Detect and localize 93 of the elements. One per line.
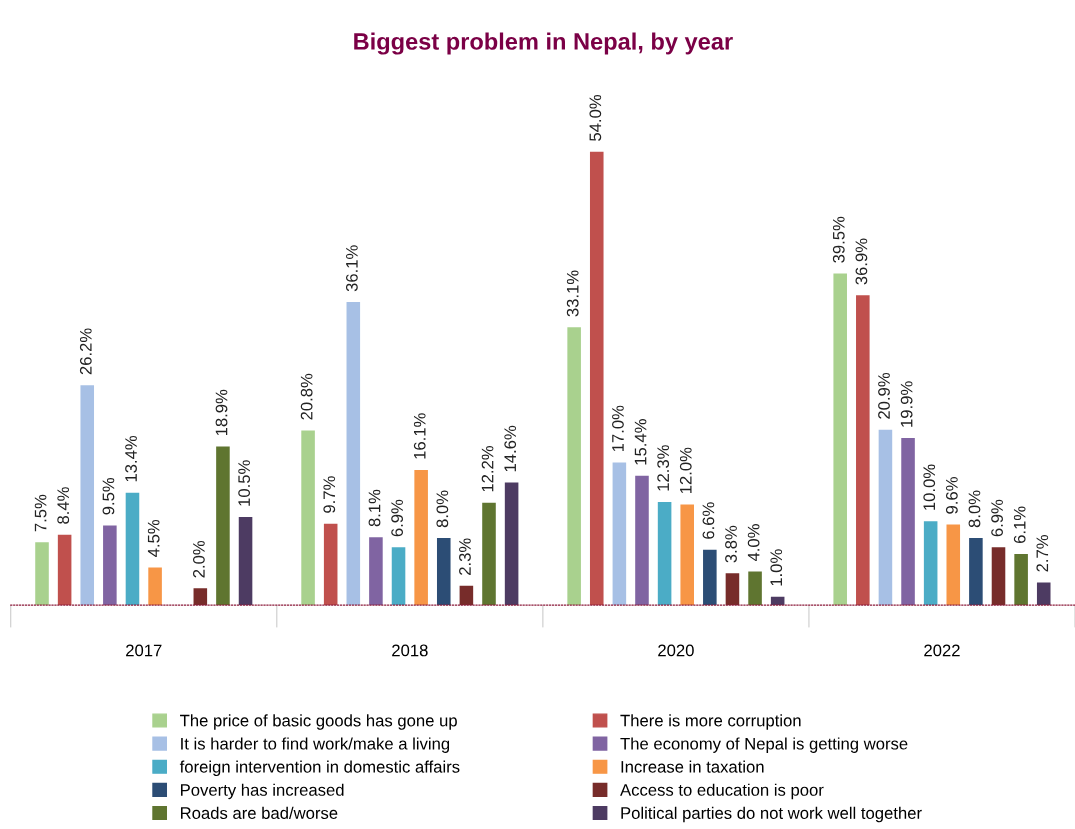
bar: [148, 567, 162, 606]
bar: [901, 438, 915, 606]
legend-label: Roads are bad/worse: [181, 806, 338, 819]
bar: [969, 537, 983, 606]
data-label: 2.7%: [1036, 535, 1049, 572]
data-label: 2.0%: [192, 540, 205, 578]
bar: [504, 482, 519, 606]
bar: [1014, 553, 1028, 606]
data-label: 16.1%: [413, 413, 426, 459]
legend-label: Access to education is poor: [620, 783, 824, 800]
data-label: 19.9%: [900, 381, 913, 427]
data-label: 26.2%: [79, 328, 92, 375]
legend-label: Political parties do not work well together: [621, 806, 922, 823]
data-label: 13.4%: [125, 435, 137, 482]
data-label: 9.5%: [102, 477, 115, 515]
data-label: 6.1%: [1013, 506, 1026, 544]
data-label: 20.9%: [878, 372, 890, 419]
legend-label: Increase in taxation: [621, 760, 764, 773]
data-label: 2.3%: [459, 538, 471, 575]
bar: [923, 521, 938, 606]
chart-title: Biggest problem in Nepal, by year: [354, 32, 733, 55]
bar: [193, 588, 208, 606]
x-tick-label: 2017: [126, 644, 162, 657]
data-label: 10.5%: [238, 460, 251, 506]
data-label: 54.0%: [589, 94, 602, 141]
bar: [748, 571, 762, 606]
bar: [856, 295, 870, 606]
legend-label: The economy of Nepal is getting worse: [620, 737, 908, 753]
data-label: 10.0%: [923, 464, 936, 510]
bar: [238, 517, 253, 606]
bar: [567, 327, 581, 606]
bar: [459, 585, 474, 606]
data-label: 12.2%: [481, 445, 494, 492]
bar: [391, 547, 406, 606]
bar: [103, 525, 117, 606]
legend-label: Poverty has increased: [181, 783, 344, 800]
data-label: 7.5%: [34, 494, 47, 532]
data-label: 12.0%: [679, 447, 692, 494]
bar: [57, 534, 72, 606]
data-label: 39.5%: [832, 216, 845, 263]
data-label: 6.9%: [991, 499, 1003, 537]
bar: [946, 524, 961, 606]
bar: [80, 385, 95, 606]
bar: [878, 429, 893, 606]
bar: [612, 462, 627, 606]
data-label: 20.8%: [300, 373, 313, 420]
bar: [657, 501, 672, 606]
data-label: 3.8%: [725, 525, 737, 563]
bar: [725, 573, 740, 606]
bar: [680, 504, 694, 606]
bar: [482, 502, 496, 606]
x-tick-label: 2020: [658, 644, 694, 657]
data-label: 9.7%: [323, 476, 336, 513]
data-label: 8.0%: [968, 490, 981, 528]
data-label: 15.4%: [634, 419, 647, 465]
data-label: 12.3%: [657, 445, 670, 491]
x-tick-label: 2022: [924, 644, 960, 657]
bar: [369, 537, 383, 606]
data-label: 18.9%: [215, 389, 228, 436]
legend-label: The price of basic goods has gone up: [180, 714, 457, 730]
legend-label: There is more corruption: [620, 714, 801, 730]
x-tick-label: 2018: [392, 644, 428, 657]
data-label: 36.9%: [855, 238, 868, 285]
data-label: 6.6%: [702, 502, 715, 539]
bar: [833, 273, 847, 606]
data-label: 9.6%: [945, 477, 958, 514]
bar: [770, 596, 785, 606]
bar: [323, 523, 338, 606]
bar: [1036, 582, 1051, 606]
bar: [436, 537, 451, 606]
data-label: 4.5%: [147, 519, 160, 557]
bar: [125, 492, 140, 606]
bar: [346, 302, 361, 606]
bar: [301, 430, 315, 606]
legend-label: foreign intervention in domestic affairs: [179, 760, 460, 777]
data-label: 17.0%: [612, 405, 624, 452]
bar: [35, 542, 49, 606]
data-label: 8.0%: [436, 490, 449, 528]
data-label: 14.6%: [504, 425, 517, 472]
bar: [635, 475, 649, 606]
bar: [991, 547, 1006, 606]
data-label: 4.0%: [747, 524, 760, 562]
data-label: 33.1%: [566, 270, 579, 317]
data-label: 8.4%: [57, 487, 70, 524]
legend-label: It is harder to find work/make a living: [181, 737, 450, 753]
bar: [703, 549, 717, 606]
data-label: 36.1%: [345, 245, 358, 292]
bar: [414, 469, 428, 606]
bar: [216, 446, 230, 606]
data-label: 6.9%: [391, 499, 404, 537]
data-label: 8.1%: [368, 489, 381, 527]
data-label: 1.0%: [770, 549, 783, 586]
bar: [589, 151, 604, 606]
